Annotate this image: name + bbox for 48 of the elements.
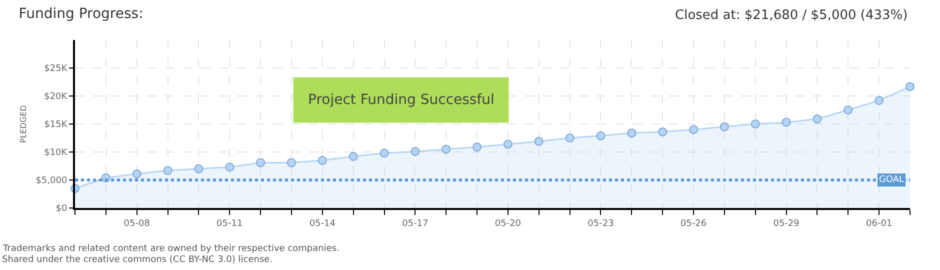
- point: [286, 158, 296, 168]
- point: [163, 166, 172, 175]
- point: [720, 122, 729, 132]
- x-tick-label: 05-26: [680, 218, 707, 229]
- point: [348, 152, 358, 161]
- x-tick-label: 05-20: [494, 218, 522, 229]
- y-tick-label: $0: [56, 204, 68, 214]
- y-tick-label: $10K: [44, 148, 68, 158]
- point: [318, 156, 327, 165]
- point: [627, 128, 636, 138]
- x-tick-label: 05-29: [773, 218, 800, 229]
- point: [194, 164, 204, 174]
- x-tick-label: 05-17: [402, 218, 428, 229]
- point: [472, 142, 482, 152]
- y-axis-title: PLEDGED: [18, 105, 28, 143]
- point: [874, 96, 884, 105]
- y-tick-label: $5,000: [36, 176, 68, 186]
- point: [812, 114, 822, 124]
- y-tick-label: $15K: [44, 120, 68, 130]
- point: [689, 125, 698, 134]
- point: [225, 162, 234, 172]
- x-tick-label: 05-14: [309, 218, 336, 229]
- point: [844, 106, 853, 114]
- chart-subtitle: Closed at: $21,680 / $5,000 (433%): [675, 8, 908, 23]
- x-tick-label: 05-11: [216, 218, 243, 229]
- point: [380, 148, 389, 158]
- point: [906, 82, 914, 92]
- point: [534, 136, 544, 146]
- point: [442, 144, 451, 154]
- text: Shared under the creative commons (CC BY-NC 3.0) license.: [2, 255, 273, 265]
- text: Trademarks and related content are owned by their respective companies.: [2, 244, 340, 254]
- point: [596, 131, 606, 140]
- x-tick-label: 05-08: [124, 218, 150, 229]
- x-tick-label: 05-23: [588, 218, 614, 229]
- chart-title: Funding Progress:: [18, 6, 144, 22]
- point: [565, 134, 574, 142]
- point: [256, 158, 266, 168]
- point: [750, 120, 760, 128]
- x-tick-label: 06-01: [866, 218, 892, 229]
- point: [782, 118, 791, 127]
- point: [658, 127, 668, 136]
- y-tick-label: $25K: [44, 64, 68, 74]
- point: [132, 169, 142, 178]
- point: [503, 140, 512, 149]
- point: [410, 146, 420, 156]
- ref-line-label: GOAL: [879, 175, 904, 185]
- annotation: Project Funding Successful: [308, 92, 494, 108]
- y-tick-label: $20K: [44, 92, 68, 102]
